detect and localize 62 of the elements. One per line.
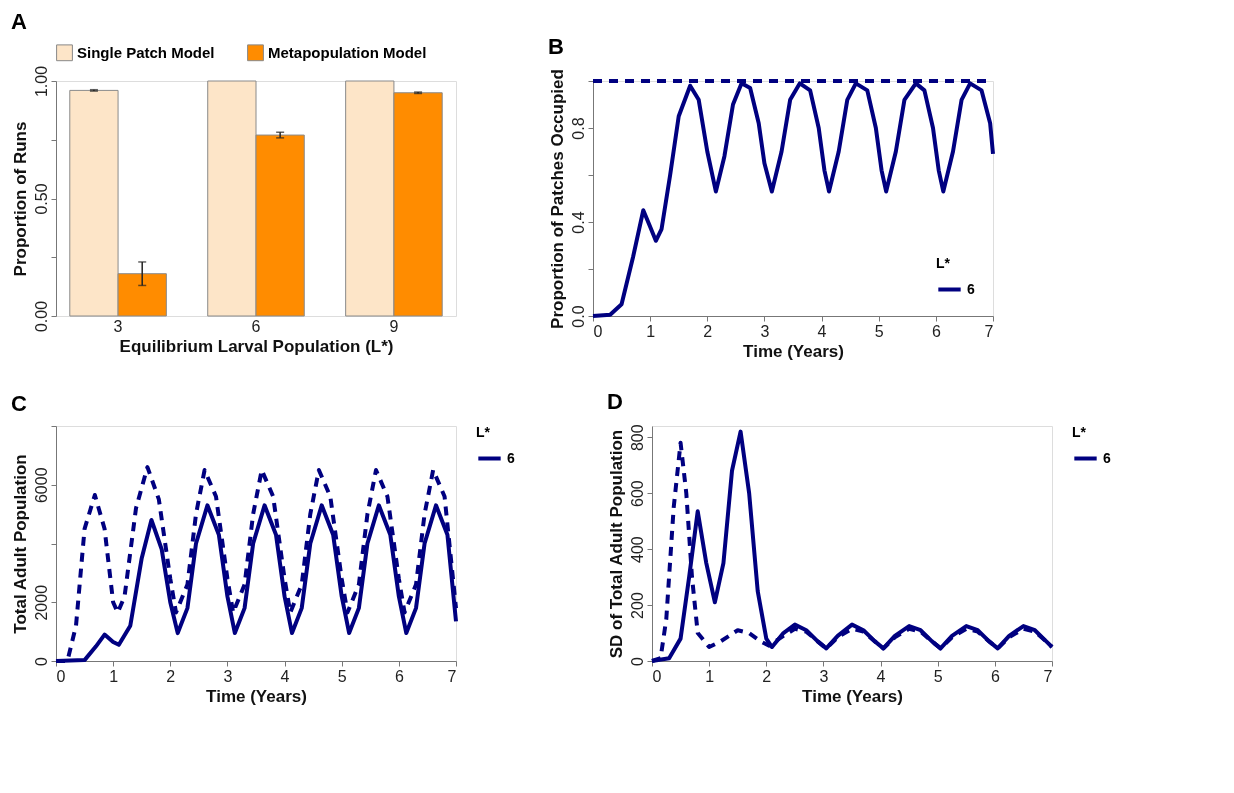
y-tick-label: 0 xyxy=(32,656,50,666)
x-tick-label: 6 xyxy=(251,317,261,335)
x-axis-title: Time (Years) xyxy=(743,341,844,361)
x-tick-label: 3 xyxy=(819,667,829,685)
x-tick-label: 7 xyxy=(984,322,994,340)
x-tick-label: 7 xyxy=(447,667,457,685)
x-tick-label: 3 xyxy=(760,322,770,340)
x-tick-label: 2 xyxy=(762,667,772,685)
x-tick-label: 0 xyxy=(593,322,603,340)
legend-title: L* xyxy=(476,424,491,440)
x-tick-label: 6 xyxy=(931,322,941,340)
x-axis-title: Equilibrium Larval Population (L*) xyxy=(119,336,394,356)
x-tick-label: 0 xyxy=(652,667,662,685)
x-tick-label: 1 xyxy=(646,322,656,340)
x-tick-label: 4 xyxy=(876,667,886,685)
y-tick-label: 0.50 xyxy=(32,183,50,215)
legend-label: 6 xyxy=(1103,449,1111,466)
y-axis-title: Proportion of Patches Occupied xyxy=(547,69,567,329)
chart-title: A xyxy=(11,9,27,34)
x-tick-label: 2 xyxy=(703,322,713,340)
x-tick-label: 2 xyxy=(166,667,176,685)
y-tick-label: 0.0 xyxy=(569,305,587,328)
x-axis-title: Time (Years) xyxy=(802,686,903,706)
x-axis-title: Time (Years) xyxy=(206,686,307,706)
y-tick-label: 1.00 xyxy=(32,65,50,98)
legend-title: L* xyxy=(1072,424,1087,440)
line-series xyxy=(591,81,995,318)
y-axis-title: SD of Total Adult Population xyxy=(606,429,626,659)
x-tick-label: 6 xyxy=(394,667,404,685)
x-tick-label: 3 xyxy=(223,667,233,685)
x-tick-label: 1 xyxy=(109,667,119,685)
x-tick-label: 6 xyxy=(990,667,1000,685)
x-tick-label: 0 xyxy=(56,667,66,685)
y-axis-title: Total Adult Population xyxy=(10,454,30,634)
y-tick-label: 0 xyxy=(628,656,646,666)
x-tick-label: 5 xyxy=(933,667,943,685)
y-tick-label: 0.00 xyxy=(32,300,50,333)
x-tick-label: 4 xyxy=(280,667,290,685)
x-tick-label: 1 xyxy=(705,667,715,685)
y-axis-title: Proportion of Runs xyxy=(10,121,30,277)
y-tick-label: 0.8 xyxy=(569,117,587,140)
x-tick-label: 5 xyxy=(337,667,347,685)
y-tick-label: 0.4 xyxy=(569,211,587,234)
y-tick-label: 6000 xyxy=(32,467,50,504)
y-tick-label: 400 xyxy=(628,536,646,563)
x-tick-label: 7 xyxy=(1043,667,1053,685)
x-tick-label: 5 xyxy=(874,322,884,340)
legend-label: Metapopulation Model xyxy=(268,43,427,61)
x-tick-label: 9 xyxy=(389,317,399,335)
legend-label: 6 xyxy=(507,449,515,466)
y-tick-label: 200 xyxy=(628,592,646,619)
x-tick-label: 4 xyxy=(817,322,827,340)
y-tick-label: 2000 xyxy=(32,584,50,621)
legend-label: 6 xyxy=(967,280,975,297)
chart-title: D xyxy=(607,388,623,414)
y-tick-label: 800 xyxy=(628,424,646,452)
chart-title: B xyxy=(548,33,564,59)
legend-title: L* xyxy=(936,255,951,271)
x-tick-label: 3 xyxy=(113,317,123,335)
legend-label: Single Patch Model xyxy=(77,43,215,61)
chart-title: C xyxy=(11,390,27,416)
y-tick-label: 600 xyxy=(628,480,646,507)
